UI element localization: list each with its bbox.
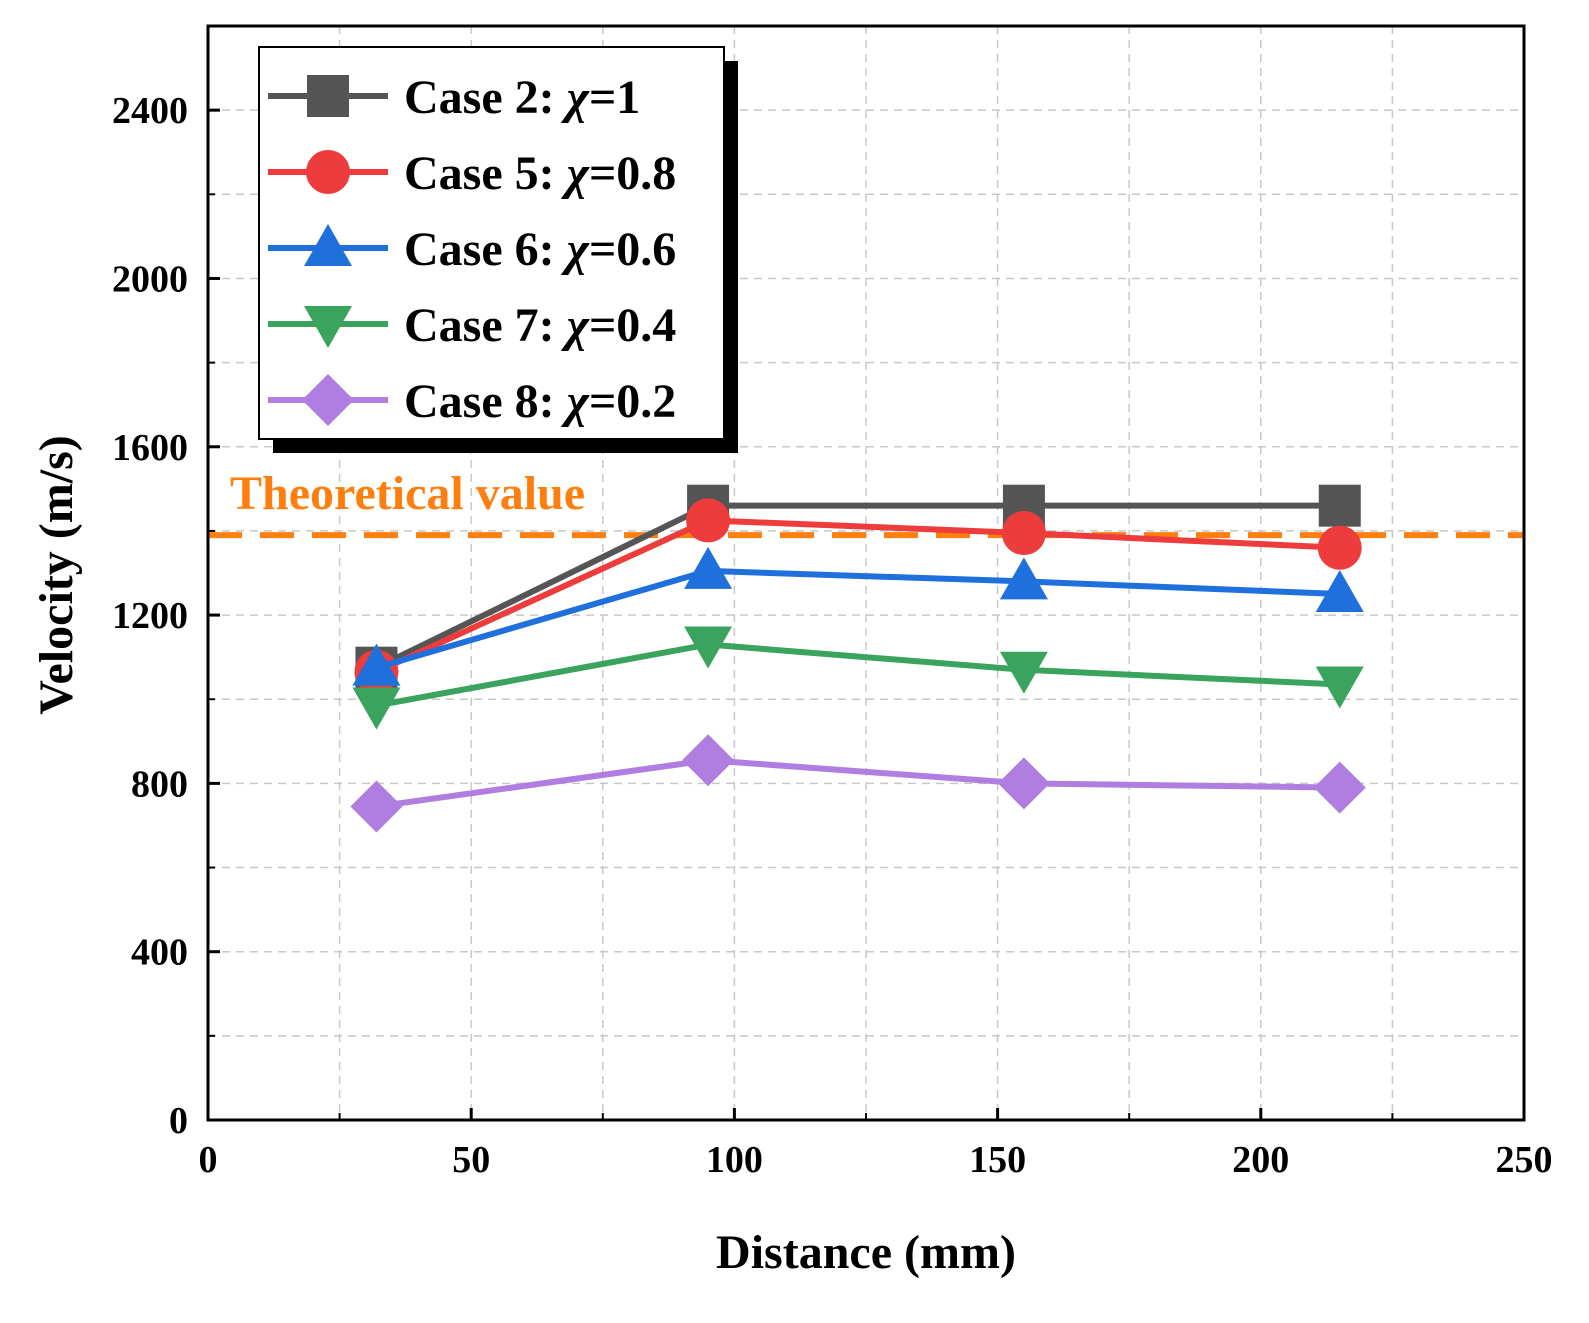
x-tick-label: 150 [969,1139,1026,1181]
grid-lines [208,26,1524,1120]
legend-marker [304,306,352,348]
legend-marker [306,150,350,194]
data-point [352,687,401,730]
legend-item: Case 2: χ=1 [268,71,640,124]
series-group [350,484,1366,833]
legend-marker [304,224,352,266]
y-tick-label: 2000 [112,258,188,300]
data-point [1313,761,1366,814]
legend-label: Case 8: χ=0.2 [404,375,676,428]
data-point [1318,484,1361,527]
legend-item: Case 6: χ=0.6 [268,223,676,276]
x-tick-label: 250 [1496,1139,1553,1181]
theoretical-value-label: Theoretical value [230,467,585,520]
axes: 0 50 100 150 200 250 0 400 800 1200 1600 2000 2400 [112,24,1553,1181]
x-tick-label: 50 [452,1139,490,1181]
legend-label: Case 5: χ=0.8 [404,147,676,200]
series-5 [350,734,1366,833]
y-tick-label: 1200 [112,595,188,637]
data-point [1315,666,1364,709]
data-point [684,546,733,589]
data-point [999,557,1048,600]
data-point [1315,570,1364,613]
x-tick-label: 200 [1232,1139,1289,1181]
series-line [375,502,1340,671]
y-tick-label: 800 [131,763,188,805]
y-tick-label: 400 [131,932,188,974]
data-point [682,734,735,787]
legend-label: Case 6: χ=0.6 [404,223,676,276]
series-line [375,641,1340,709]
legend-label: Case 2: χ=1 [404,71,640,124]
data-point [999,651,1048,694]
series-2 [354,498,1362,694]
series-4 [352,626,1364,730]
data-point [1001,511,1046,556]
legend-item: Case 5: χ=0.8 [268,147,676,200]
x-tick-label: 0 [199,1139,218,1181]
legend-marker [307,75,349,117]
x-axis-title: Distance (mm) [716,1226,1016,1279]
data-point [684,626,733,669]
y-axis-title: Velocity (m/s) [30,435,83,715]
data-point [1317,525,1362,570]
y-tick-label: 2400 [112,90,188,132]
legend-label: Case 7: χ=0.4 [404,299,676,352]
series-line [376,757,1340,810]
series-3 [352,546,1364,686]
y-tick-label: 0 [169,1100,188,1142]
legend-marker [302,374,354,426]
data-point [350,780,403,833]
legend-item: Case 7: χ=0.4 [268,299,676,352]
data-point [686,498,731,543]
data-point [352,643,401,686]
legend: Case 2: χ=1 Case 5: χ=0.8 Case 6: χ=0.6 Cas… [258,46,738,453]
series-line [375,567,1340,671]
y-tick-label: 1600 [112,427,188,469]
data-point [997,757,1050,810]
legend-item: Case 8: χ=0.2 [268,374,676,428]
reference-line-group: Theoretical value [208,467,1524,539]
x-tick-label: 100 [706,1139,763,1181]
series-line [375,517,1340,675]
